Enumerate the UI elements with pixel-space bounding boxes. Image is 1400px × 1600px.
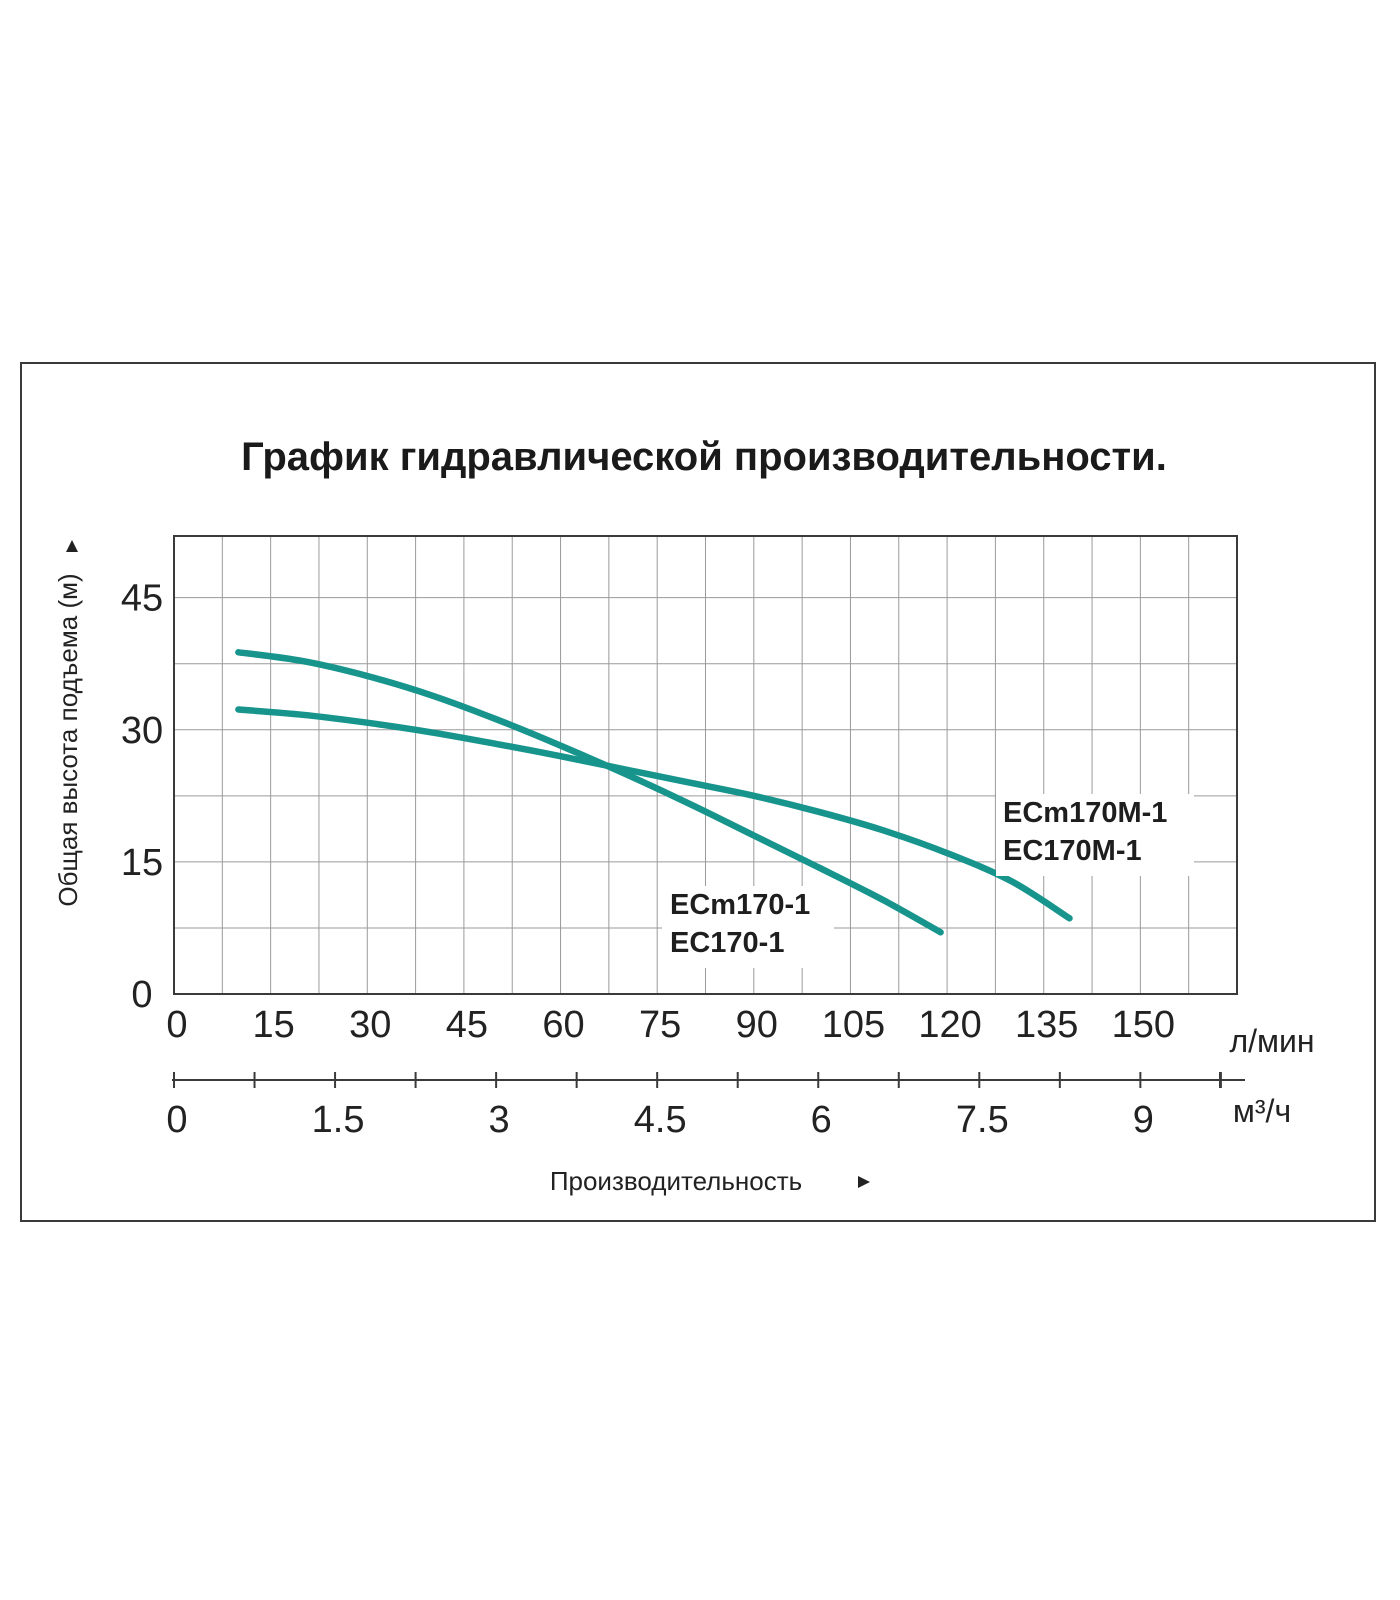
- x-tick-label: 15: [252, 1004, 294, 1046]
- chart-title: График гидравлической производительности…: [241, 435, 1167, 479]
- y-tick-label: 15: [121, 842, 163, 884]
- y-axis-title-group: Общая высота подъема (м): [53, 540, 83, 907]
- x-axis-ticks-primary: 0 15 30 45 60 75 90 105 120 135 150: [166, 1004, 1175, 1046]
- y-axis-arrow-icon: [66, 540, 78, 552]
- series-labels: ECm170-1 EC170-1 ECm170M-1 EC170M-1: [662, 794, 1194, 968]
- x2-tick-label: 4.5: [634, 1099, 687, 1141]
- x-tick-label: 75: [639, 1004, 681, 1046]
- series-label-2-line-2: EC170M-1: [1003, 835, 1142, 867]
- x-unit-primary: л/мин: [1229, 1023, 1314, 1059]
- series-label-2-line-1: ECm170M-1: [1003, 797, 1167, 829]
- y-tick-label: 0: [131, 974, 152, 1016]
- x-tick-label: 0: [166, 1004, 187, 1046]
- x-tick-label: 105: [822, 1004, 885, 1046]
- series-label-background: [662, 886, 834, 968]
- x2-tick-label: 3: [489, 1099, 510, 1141]
- x2-tick-label: 0: [166, 1099, 187, 1141]
- x2-tick-label: 7.5: [956, 1099, 1009, 1141]
- y-axis-ticks: 0 15 30 45: [121, 578, 163, 1016]
- x-axis-title: Производительность: [550, 1166, 802, 1196]
- series-curve-1: [235, 649, 944, 936]
- y-tick-label: 30: [121, 710, 163, 752]
- x-tick-label: 30: [349, 1004, 391, 1046]
- x-axis-title-group: Производительность: [550, 1166, 870, 1196]
- plot-area-border: [173, 535, 1238, 995]
- series-label-1-line-1: ECm170-1: [670, 889, 810, 921]
- y-tick-label: 45: [121, 578, 163, 620]
- x-axis-secondary: 0 1.5 3 4.5 6 7.5 9: [166, 1072, 1245, 1141]
- series-curves: [235, 649, 1073, 936]
- chart-frame: [20, 362, 1376, 1222]
- x-tick-label: 120: [918, 1004, 981, 1046]
- series-label-background: [996, 794, 1194, 876]
- x-tick-label: 135: [1015, 1004, 1078, 1046]
- x-tick-label: 60: [542, 1004, 584, 1046]
- x-axis-arrow-icon: [858, 1176, 870, 1188]
- x-tick-label: 90: [736, 1004, 778, 1046]
- x-tick-label: 150: [1112, 1004, 1175, 1046]
- x2-tick-label: 1.5: [312, 1099, 365, 1141]
- x-tick-label: 45: [446, 1004, 488, 1046]
- series-label-1-line-2: EC170-1: [670, 927, 784, 959]
- x2-tick-label: 6: [811, 1099, 832, 1141]
- series-curve-2: [235, 706, 1073, 922]
- x-unit-secondary: м³/ч: [1233, 1093, 1291, 1129]
- y-axis-title: Общая высота подъема (м): [53, 573, 83, 906]
- x2-tick-label: 9: [1133, 1099, 1154, 1141]
